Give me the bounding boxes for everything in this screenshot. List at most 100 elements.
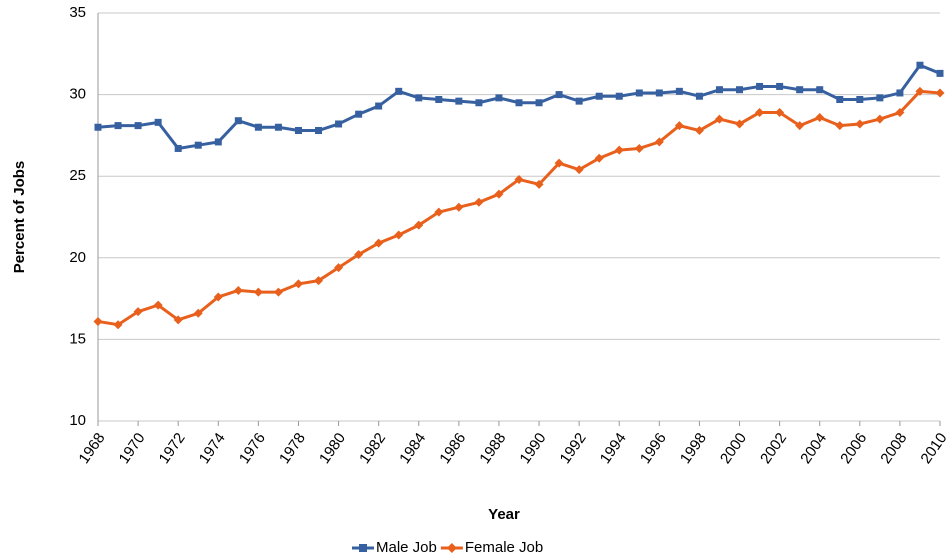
point (575, 97, 583, 105)
x-tick-label: 1980 (316, 430, 349, 467)
point (173, 315, 183, 325)
point (253, 287, 263, 297)
point (454, 202, 464, 212)
point (234, 117, 242, 125)
point (474, 197, 484, 207)
x-tick-label: 1992 (557, 430, 590, 467)
point (415, 94, 423, 102)
y-tick-label: 30 (69, 86, 86, 103)
point (495, 94, 503, 102)
point (855, 119, 865, 129)
point (355, 110, 363, 118)
x-tick-label: 1986 (436, 430, 469, 467)
point (916, 61, 924, 69)
x-tick-label: 1970 (116, 430, 149, 467)
y-axis-title: Percent of Jobs (11, 161, 28, 274)
point (736, 86, 744, 94)
point (274, 123, 282, 131)
y-tick-label: 15 (69, 330, 86, 347)
series-line (97, 63, 941, 151)
point (574, 165, 584, 175)
point (93, 316, 103, 326)
point (414, 220, 424, 230)
point (194, 141, 202, 149)
point (816, 86, 824, 94)
series-line (97, 89, 941, 327)
point (695, 92, 703, 100)
x-tick-label: 2010 (917, 430, 948, 467)
point (154, 118, 162, 126)
point (714, 114, 724, 124)
point (555, 91, 563, 99)
point (615, 92, 623, 100)
point (594, 153, 604, 163)
point (94, 123, 102, 131)
x-tick-label: 2002 (757, 430, 790, 467)
point (896, 89, 904, 97)
point (314, 276, 324, 286)
point (494, 189, 504, 199)
point (634, 143, 644, 153)
point (795, 121, 805, 131)
x-tick-label: 2006 (837, 430, 870, 467)
point (535, 99, 543, 107)
y-tick-label: 25 (69, 167, 86, 184)
point (675, 87, 683, 95)
point (856, 95, 864, 103)
point (213, 292, 223, 302)
point (434, 207, 444, 217)
x-tick-label: 1972 (156, 430, 189, 467)
point (515, 99, 523, 107)
x-tick-label: 1976 (236, 430, 269, 467)
point (635, 89, 643, 97)
point (756, 82, 764, 90)
point (655, 89, 663, 97)
point (614, 145, 624, 155)
point (174, 144, 182, 152)
point (335, 120, 343, 128)
x-axis-title: Year (488, 506, 520, 523)
point (233, 285, 243, 295)
y-tick-label: 35 (69, 4, 86, 21)
point (294, 127, 302, 135)
x-tick-label: 2000 (717, 430, 750, 467)
point (876, 94, 884, 102)
point (153, 300, 163, 310)
point (514, 174, 524, 184)
point (134, 122, 142, 130)
point (915, 86, 925, 96)
point (455, 97, 463, 105)
point (334, 263, 344, 273)
point (936, 69, 944, 77)
legend-label: Male Job (376, 539, 437, 556)
point (835, 121, 845, 131)
x-tick-label: 1994 (597, 430, 630, 467)
x-tick-label: 1990 (517, 430, 550, 467)
point (796, 86, 804, 94)
x-tick-label: 1982 (356, 430, 389, 467)
legend-label: Female Job (465, 539, 543, 556)
point (395, 87, 403, 95)
x-tick-label: 1974 (196, 430, 229, 467)
point (895, 108, 905, 118)
point (435, 95, 443, 103)
point (113, 320, 123, 330)
point (293, 279, 303, 289)
point (475, 99, 483, 107)
y-tick-label: 20 (69, 249, 86, 266)
point (735, 119, 745, 129)
point (694, 126, 704, 136)
x-tick-label: 1978 (276, 430, 309, 467)
point (273, 287, 283, 297)
x-tick-label: 1968 (75, 430, 108, 467)
point (374, 238, 384, 248)
point (935, 88, 945, 98)
point (654, 137, 664, 147)
point (114, 122, 122, 130)
point (815, 112, 825, 122)
point (715, 86, 723, 94)
point (254, 123, 262, 131)
x-tick-label: 2004 (797, 430, 830, 467)
point (534, 179, 544, 189)
